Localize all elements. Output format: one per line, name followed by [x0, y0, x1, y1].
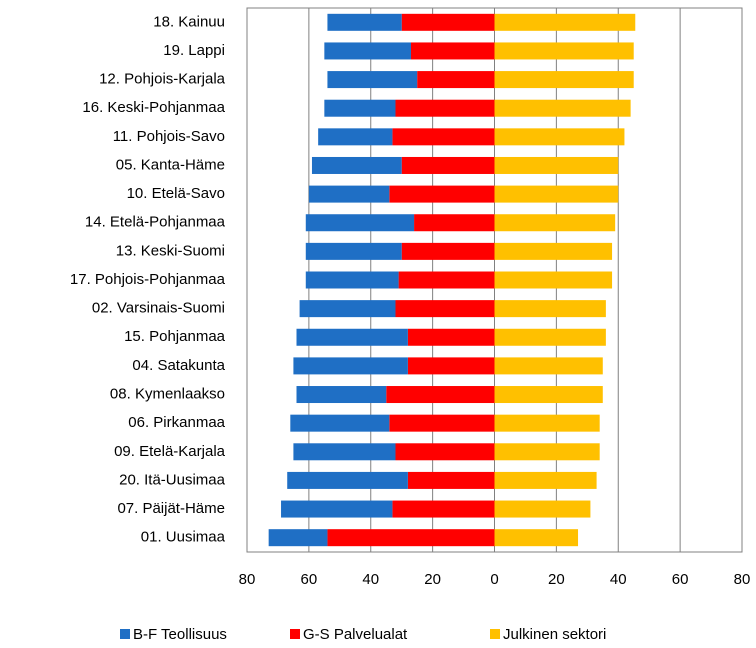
bar [268, 529, 328, 547]
y-tick-label: 04. Satakunta [132, 357, 225, 374]
y-tick-label: 11. Pohjois-Savo [113, 128, 225, 145]
bar [386, 386, 495, 404]
bar [494, 414, 600, 432]
legend-swatch [120, 629, 130, 639]
bar [327, 13, 402, 31]
bar [327, 71, 418, 89]
bar [281, 500, 393, 518]
bar [417, 71, 495, 89]
x-tick-label: 60 [301, 571, 318, 588]
bar [494, 386, 603, 404]
bar [494, 42, 634, 60]
bar [410, 42, 495, 60]
bar [494, 500, 591, 518]
bar [287, 471, 408, 489]
bar [494, 529, 579, 547]
bar [395, 443, 495, 461]
bar [414, 214, 495, 232]
bar [494, 328, 606, 346]
y-tick-label: 19. Lappi [163, 42, 225, 59]
y-tick-label: 14. Etelä-Pohjanmaa [85, 214, 226, 231]
x-tick-label: 80 [734, 571, 751, 588]
y-tick-label: 07. Päijät-Häme [117, 500, 225, 517]
bar [494, 242, 613, 260]
y-tick-label: 17. Pohjois-Pohjanmaa [70, 271, 226, 288]
bar [392, 128, 495, 146]
bar [311, 156, 402, 174]
y-tick-label: 02. Varsinais-Suomi [92, 300, 225, 317]
y-tick-label: 13. Keski-Suomi [116, 242, 225, 259]
x-tick-label: 80 [239, 571, 256, 588]
bar [494, 357, 603, 375]
bar [398, 271, 495, 289]
legend-swatch [490, 629, 500, 639]
bar [305, 271, 399, 289]
x-tick-label: 40 [362, 571, 379, 588]
bar [407, 328, 495, 346]
legend-label: G-S Palvelualat [303, 626, 408, 643]
bar [494, 71, 634, 89]
bar [296, 386, 387, 404]
bar [494, 156, 619, 174]
y-tick-label: 10. Etelä-Savo [127, 185, 225, 202]
bar [305, 214, 415, 232]
bar [308, 185, 390, 203]
bar [494, 185, 619, 203]
y-tick-label: 06. Pirkanmaa [128, 414, 225, 431]
y-tick-label: 05. Kanta-Häme [116, 156, 225, 173]
bar [494, 471, 597, 489]
bar [389, 185, 495, 203]
x-tick-label: 40 [610, 571, 627, 588]
bar [290, 414, 390, 432]
bar [494, 13, 636, 31]
bar [407, 471, 495, 489]
y-tick-label: 12. Pohjois-Karjala [99, 71, 226, 88]
bar [293, 357, 408, 375]
bar [401, 242, 495, 260]
y-tick-label: 08. Kymenlaakso [110, 385, 225, 402]
bar [494, 443, 600, 461]
legend-label: B-F Teollisuus [133, 626, 227, 643]
bar [296, 328, 408, 346]
bar [395, 99, 495, 117]
x-tick-label: 60 [672, 571, 689, 588]
plot-border [246, 7, 743, 553]
bar [401, 13, 495, 31]
y-tick-label: 20. Itä-Uusimaa [119, 471, 226, 488]
bar [395, 300, 495, 318]
bar [407, 357, 495, 375]
bar [494, 214, 616, 232]
bar [318, 128, 393, 146]
y-tick-label: 01. Uusimaa [141, 529, 226, 546]
bar [324, 99, 396, 117]
y-tick-label: 16. Keski-Pohjanmaa [82, 99, 225, 116]
bar [324, 42, 411, 60]
bar [494, 271, 613, 289]
bar [401, 156, 495, 174]
bar [392, 500, 495, 518]
x-tick-label: 20 [424, 571, 441, 588]
y-tick-label: 09. Etelä-Karjala [114, 443, 226, 460]
x-tick-label: 20 [548, 571, 565, 588]
legend-label: Julkinen sektori [503, 626, 606, 643]
y-tick-label: 18. Kainuu [153, 13, 225, 30]
bar [494, 128, 625, 146]
bar [305, 242, 402, 260]
bar [327, 529, 495, 547]
bar [299, 300, 396, 318]
bar [494, 300, 606, 318]
bar [389, 414, 495, 432]
legend-swatch [290, 629, 300, 639]
x-tick-label: 0 [490, 571, 498, 588]
bar [494, 99, 631, 117]
bar [293, 443, 396, 461]
y-tick-label: 15. Pohjanmaa [124, 328, 226, 345]
